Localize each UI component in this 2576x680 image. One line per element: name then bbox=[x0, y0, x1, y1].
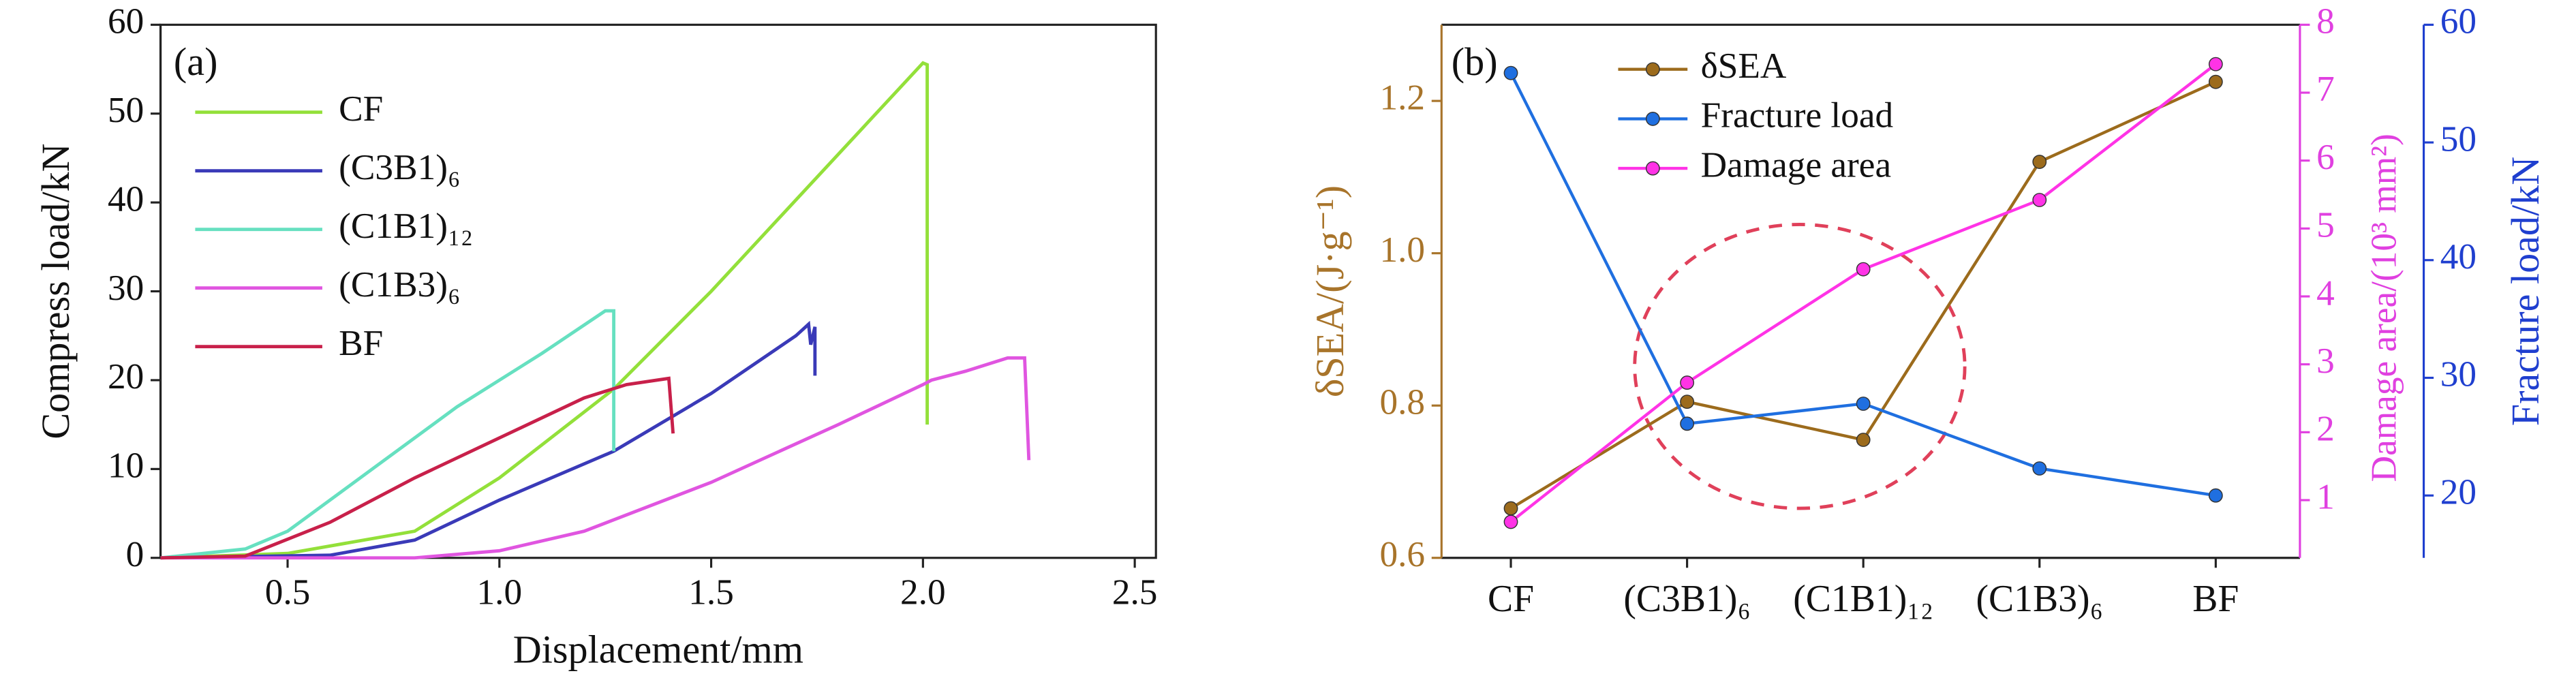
series-marker bbox=[1680, 416, 1695, 431]
series-marker bbox=[1680, 375, 1695, 390]
x-tick-label: 2.5 bbox=[1112, 572, 1158, 613]
legend-label: (C3B1)₆ bbox=[339, 147, 460, 187]
y-tick-label: 0 bbox=[126, 534, 144, 574]
series-line bbox=[160, 356, 1031, 560]
series-marker bbox=[1856, 262, 1871, 277]
y-tick-label: 1.2 bbox=[1379, 77, 1425, 117]
y-tick-label: 20 bbox=[2440, 472, 2477, 512]
series-marker bbox=[1856, 397, 1871, 411]
series-marker bbox=[2032, 193, 2047, 207]
legend-marker bbox=[1645, 111, 1660, 126]
y-tick-label: 40 bbox=[108, 179, 144, 219]
y3-axis-title: Fracture load/kN bbox=[2503, 157, 2547, 426]
series-line bbox=[160, 376, 675, 560]
y-tick-label: 2 bbox=[2316, 409, 2335, 449]
series-marker bbox=[2208, 57, 2223, 72]
x-tick-label: 2.0 bbox=[900, 572, 946, 613]
y-tick-label: 0.6 bbox=[1379, 534, 1425, 574]
x-tick-label: (C1B1)₁₂ bbox=[1793, 578, 1933, 620]
y-tick-label: 30 bbox=[108, 268, 144, 308]
y-tick-label: 3 bbox=[2316, 341, 2335, 381]
legend-marker bbox=[1645, 161, 1660, 176]
y-tick-label: 6 bbox=[2316, 137, 2335, 177]
series-marker bbox=[1503, 65, 1518, 80]
y2-axis-title: Damage area/(10³ mm²) bbox=[2364, 134, 2404, 482]
y-tick-label: 5 bbox=[2316, 205, 2335, 245]
y-tick-label: 1 bbox=[2316, 476, 2335, 516]
y-tick-label: 20 bbox=[108, 356, 144, 397]
series-line bbox=[1509, 72, 2216, 497]
series-marker bbox=[2032, 155, 2047, 169]
plot-frame bbox=[159, 23, 1157, 559]
y-tick-label: 0.8 bbox=[1379, 382, 1425, 422]
series-marker bbox=[2208, 488, 2223, 503]
y-tick-label: 1.0 bbox=[1379, 230, 1425, 270]
y-tick-label: 50 bbox=[2440, 119, 2477, 159]
x-tick-label: CF bbox=[1488, 578, 1534, 620]
x-tick-label: 0.5 bbox=[265, 572, 311, 613]
y-tick-label: 7 bbox=[2316, 69, 2335, 109]
legend-label: Fracture load bbox=[1701, 95, 1894, 136]
y-tick-label: 8 bbox=[2316, 1, 2335, 42]
y-axis-title: δSEA/(J·g⁻¹) bbox=[1308, 185, 1352, 397]
y-tick-label: 50 bbox=[108, 90, 144, 130]
legend-label: BF bbox=[339, 323, 383, 363]
legend-label: (C1B3)₆ bbox=[339, 264, 460, 305]
x-tick-label: (C3B1)₆ bbox=[1623, 578, 1751, 620]
series-marker bbox=[1856, 433, 1871, 447]
series-marker bbox=[1503, 514, 1518, 529]
series-line bbox=[160, 61, 929, 560]
legend-marker bbox=[1645, 62, 1660, 77]
x-tick-label: 1.5 bbox=[688, 572, 734, 613]
series-line bbox=[160, 309, 616, 560]
legend-label: (C1B1)₁₂ bbox=[339, 206, 473, 246]
highlight-circle bbox=[1633, 223, 1967, 510]
y-tick-label: 10 bbox=[108, 446, 144, 486]
panel-label: (a) bbox=[174, 40, 218, 84]
x-axis-title: Displacement/mm bbox=[513, 628, 803, 672]
series-marker bbox=[1503, 501, 1518, 516]
y-tick-label: 30 bbox=[2440, 354, 2477, 395]
series-line bbox=[160, 320, 817, 560]
series-marker bbox=[2032, 461, 2047, 476]
y-axis-title: Compress load/kN bbox=[33, 143, 78, 439]
y-tick-label: 60 bbox=[2440, 1, 2477, 42]
y-tick-label: 60 bbox=[108, 1, 144, 42]
panel-label: (b) bbox=[1452, 40, 1498, 84]
y-tick-label: 40 bbox=[2440, 236, 2477, 277]
x-tick-label: (C1B3)₆ bbox=[1976, 578, 2104, 620]
legend-label: δSEA bbox=[1701, 46, 1787, 86]
legend-label: CF bbox=[339, 89, 383, 129]
y-tick-label: 4 bbox=[2316, 273, 2335, 313]
series-marker bbox=[2208, 74, 2223, 89]
series-marker bbox=[1680, 395, 1695, 409]
legend-label: Damage area bbox=[1701, 144, 1892, 185]
x-tick-label: 1.0 bbox=[476, 572, 522, 613]
x-tick-label: BF bbox=[2192, 578, 2239, 620]
